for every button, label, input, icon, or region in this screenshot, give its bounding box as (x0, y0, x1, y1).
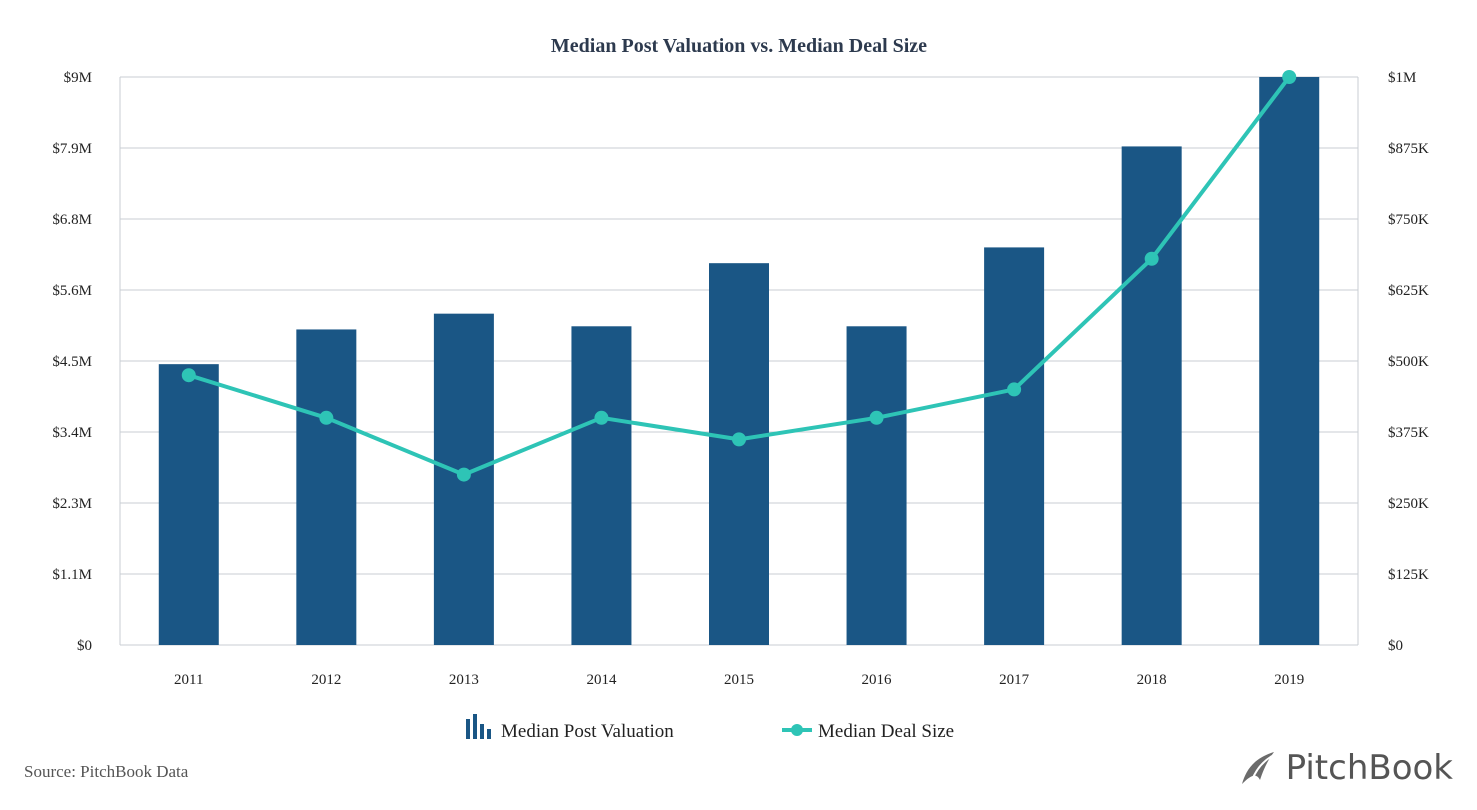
deal-size-point-2017 (1007, 382, 1022, 397)
bar-series (158, 77, 1320, 645)
bar-2011 (158, 364, 219, 645)
bar-2015 (709, 263, 769, 645)
y-left-tick-label: $2.3M (52, 496, 92, 512)
y-left-tick-label: $4.5M (52, 354, 92, 370)
y-left-tick-label: $7.9M (52, 141, 92, 157)
bar-2016 (846, 326, 907, 645)
deal-size-point-2012 (319, 410, 334, 425)
x-tick-label: 2018 (1137, 672, 1167, 688)
chart-title: Median Post Valuation vs. Median Deal Si… (551, 35, 927, 57)
x-tick-label: 2014 (586, 672, 617, 688)
pitchbook-logo-icon (1241, 752, 1274, 784)
y-right-tick-label: $500K (1388, 354, 1429, 370)
x-tick-label: 2015 (724, 672, 754, 688)
x-tick-label: 2011 (174, 672, 203, 688)
y-axis-right: $0 $125K $250K $375K $500K $625K $750K $875K $1M (1388, 70, 1429, 654)
legend-bar-icon (466, 714, 491, 739)
y-right-tick-label: $375K (1388, 425, 1429, 441)
legend-line-icon (782, 724, 812, 736)
deal-size-point-2014 (594, 410, 609, 425)
deal-size-point-2016 (869, 410, 884, 425)
bar-2014 (571, 326, 632, 645)
legend-label-deal-size: Median Deal Size (818, 721, 954, 742)
bar-2012 (296, 329, 357, 645)
x-tick-label: 2019 (1274, 672, 1304, 688)
y-right-tick-label: $625K (1388, 283, 1429, 299)
legend-label-valuation: Median Post Valuation (501, 721, 674, 742)
brand-name: PitchBook (1285, 748, 1453, 788)
source-note: Source: PitchBook Data (24, 762, 189, 781)
y-left-tick-label: $9M (64, 70, 92, 86)
legend: Median Post Valuation Median Deal Size (466, 714, 954, 742)
y-left-tick-label: $3.4M (52, 425, 92, 441)
y-right-tick-label: $250K (1388, 496, 1429, 512)
bar-2018 (1121, 146, 1182, 645)
deal-size-point-2015 (732, 432, 746, 447)
y-axis-left: $0 $1.1M $2.3M $3.4M $4.5M $5.6M $6.8M $7.9M $9M (52, 70, 92, 654)
brand-logo: PitchBook (1238, 748, 1453, 788)
deal-size-point-2018 (1144, 251, 1159, 266)
y-left-tick-label: $0 (77, 638, 92, 654)
y-left-tick-label: $1.1M (52, 567, 92, 583)
y-right-tick-label: $1M (1388, 70, 1416, 86)
line-series (181, 70, 1297, 482)
deal-size-point-2011 (181, 368, 196, 383)
y-right-tick-label: $750K (1388, 212, 1429, 228)
deal-size-point-2019 (1282, 70, 1297, 84)
y-left-tick-label: $6.8M (52, 212, 92, 228)
y-right-tick-label: $125K (1388, 567, 1429, 583)
x-tick-label: 2017 (999, 672, 1030, 688)
bar-2017 (984, 247, 1045, 645)
x-tick-label: 2016 (862, 672, 893, 688)
y-right-tick-label: $875K (1388, 141, 1429, 157)
x-axis: 2011 2012 2013 2014 2015 2016 2017 2018 2019 (174, 672, 1304, 688)
x-tick-label: 2012 (311, 672, 341, 688)
y-right-tick-label: $0 (1388, 638, 1403, 654)
x-tick-label: 2013 (449, 672, 479, 688)
deal-size-point-2013 (456, 467, 471, 482)
bar-2019 (1259, 77, 1320, 645)
y-left-tick-label: $5.6M (52, 283, 92, 299)
